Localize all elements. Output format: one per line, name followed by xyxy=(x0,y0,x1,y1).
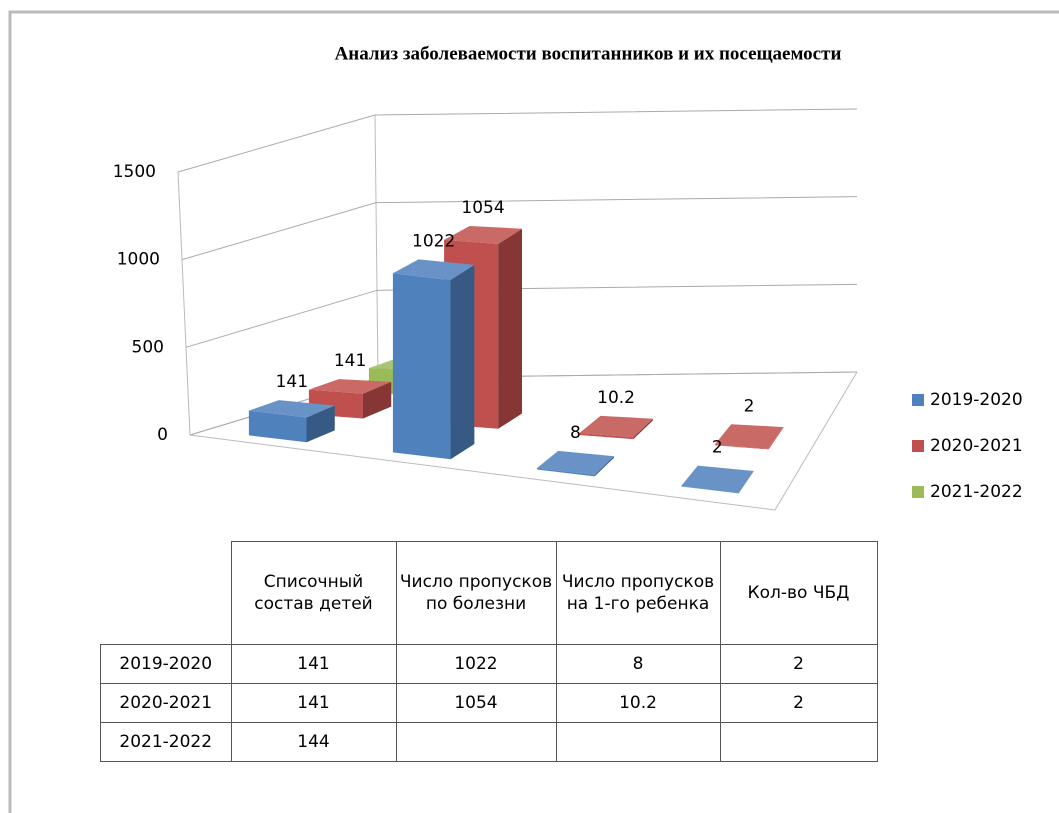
table-header-cell: Число пропусков по болезни xyxy=(395,541,557,645)
bar-top-shade xyxy=(681,465,754,494)
legend-swatch xyxy=(912,440,924,452)
bar-front xyxy=(681,486,739,494)
table-cell: 8 xyxy=(555,644,721,684)
bar-front xyxy=(579,433,634,440)
grid-line xyxy=(185,283,858,348)
table-row: 2019-2020 141 1022 8 2 xyxy=(100,644,878,684)
data-label: 1022 xyxy=(412,231,455,251)
table-cell: 141 xyxy=(230,644,397,684)
bar-top-shade xyxy=(308,379,392,394)
bar xyxy=(536,450,614,477)
data-label: 2 xyxy=(712,438,723,458)
bar-top xyxy=(536,450,614,475)
table-cell: 141 xyxy=(230,683,397,723)
bar-top xyxy=(444,225,523,244)
table-cell xyxy=(395,722,557,762)
table-cell xyxy=(555,722,721,762)
data-label: 141 xyxy=(276,372,308,392)
legend-swatch xyxy=(912,486,924,498)
table-cell: 2 xyxy=(719,683,878,723)
bar-top xyxy=(248,400,335,418)
table-header-row: Списочный состав детей Число пропусков по… xyxy=(101,541,878,645)
bar-top-shade xyxy=(536,450,614,475)
y-tick-label: 500 xyxy=(132,337,164,357)
table-header-cell: Списочный состав детей xyxy=(230,541,397,645)
data-table: Списочный состав детей Число пропусков по… xyxy=(100,541,878,762)
data-label: 141 xyxy=(334,351,366,371)
bar-side-shade xyxy=(738,471,754,494)
bar-top xyxy=(714,424,784,450)
bar-top-shade xyxy=(392,259,475,281)
floor-edge xyxy=(189,371,858,511)
data-label: 1054 xyxy=(461,198,504,218)
data-label: 10.2 xyxy=(597,388,635,408)
legend-swatch xyxy=(912,394,924,406)
table-corner xyxy=(101,542,232,645)
bar-side xyxy=(450,264,475,460)
bar-front xyxy=(392,273,451,460)
data-label: 8 xyxy=(570,423,581,443)
bar-side-shade xyxy=(633,418,653,440)
table-row: 2021-2022 144 xyxy=(100,722,878,762)
table-header-cell: Число пропусков на 1-го ребенка xyxy=(555,541,721,645)
bar xyxy=(308,379,392,419)
bar-side-shade xyxy=(768,427,784,450)
bar-side-shade xyxy=(306,405,335,443)
bar xyxy=(681,465,754,494)
bar-top-shade xyxy=(714,424,784,450)
table-cell: 144 xyxy=(230,722,397,762)
bar-side-shade xyxy=(594,456,614,477)
y-tick-label: 1500 xyxy=(113,162,156,182)
bar-side xyxy=(594,456,614,477)
table-cell: 1022 xyxy=(395,644,557,684)
legend-label: 2021-2022 xyxy=(930,482,1023,502)
bar-front xyxy=(248,410,307,443)
table-cell: 2 xyxy=(719,644,878,684)
table-cell xyxy=(719,722,878,762)
legend-label: 2019-2020 xyxy=(930,390,1023,410)
bar-side xyxy=(768,427,784,450)
bar-top xyxy=(681,465,754,494)
bar-side-shade xyxy=(362,381,392,419)
bar-side xyxy=(362,381,392,419)
y-tick-label: 0 xyxy=(157,425,168,445)
bar xyxy=(579,415,653,440)
y-tick-label: 1000 xyxy=(117,250,160,270)
table-cell: 10.2 xyxy=(555,683,721,723)
bar-front xyxy=(536,468,595,477)
chart-title: Анализ заболеваемости воспитанников и их… xyxy=(335,43,842,64)
bar xyxy=(248,400,335,443)
table-row-header: 2019-2020 xyxy=(100,644,232,684)
bar-side xyxy=(633,418,653,440)
bar-top xyxy=(579,415,653,438)
bar-top-shade xyxy=(579,415,653,438)
bar-side-shade xyxy=(450,264,475,460)
data-label: 2 xyxy=(744,396,755,416)
table-cell: 1054 xyxy=(395,683,557,723)
bar-top xyxy=(392,259,475,281)
bar-side xyxy=(306,405,335,443)
table-row-header: 2021-2022 xyxy=(100,722,232,762)
legend-label: 2020-2021 xyxy=(930,436,1023,456)
bar-side xyxy=(498,228,523,429)
bar-top-shade xyxy=(248,400,335,418)
wall-edge xyxy=(177,171,191,436)
bar-front xyxy=(714,444,769,450)
bar xyxy=(392,259,475,460)
frame xyxy=(8,10,1059,813)
bar-top-shade xyxy=(444,225,523,244)
wall-edge xyxy=(374,114,379,379)
bar-top xyxy=(308,379,392,394)
grid-line xyxy=(181,196,858,261)
table-row: 2020-2021 141 1054 10.2 2 xyxy=(100,683,878,723)
grid-line xyxy=(177,108,858,173)
bar-side xyxy=(738,471,754,494)
bar xyxy=(714,424,784,450)
table-row-header: 2020-2021 xyxy=(100,683,232,723)
table-header-cell: Кол-во ЧБД xyxy=(719,541,878,645)
bar-side-shade xyxy=(498,228,523,429)
